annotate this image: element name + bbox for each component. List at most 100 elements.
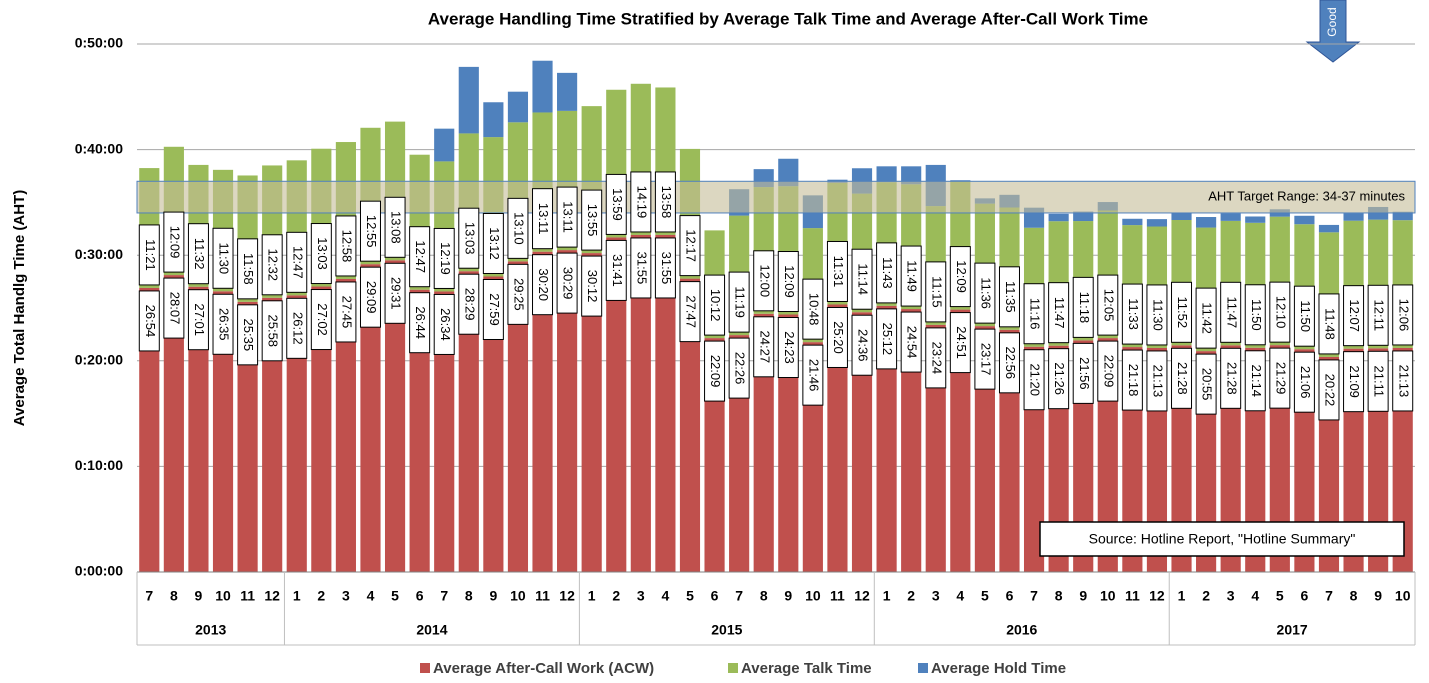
x-tick-label: 7 (440, 588, 448, 604)
label-box (654, 237, 676, 299)
data-label: 12:09 (167, 226, 182, 259)
data-label: 12:58 (339, 230, 354, 263)
label-box (851, 248, 873, 310)
label-box (704, 274, 726, 336)
bar-segment (1220, 213, 1241, 221)
x-tick-label: 5 (391, 588, 399, 604)
label-box (630, 171, 652, 233)
x-tick-label: 4 (956, 588, 964, 604)
bar-segment (606, 237, 627, 572)
data-label: 11:36 (978, 277, 993, 309)
data-label: 11:49 (905, 260, 920, 292)
bar-segment (630, 234, 651, 572)
bar-segment (1343, 213, 1364, 221)
data-label: 25:20 (831, 321, 846, 354)
bar-segment (188, 286, 209, 572)
x-tick-label: 9 (195, 588, 203, 604)
x-tick-label: 5 (686, 588, 694, 604)
x-tick-label: 8 (760, 588, 768, 604)
bar-segment (409, 289, 430, 572)
bar-segment (1073, 211, 1094, 222)
legend-label: Average After-Call Work (ACW) (433, 660, 654, 677)
data-label: 21:26 (1052, 362, 1067, 395)
label-box (900, 245, 922, 307)
label-box (728, 337, 750, 399)
data-label: 11:58 (241, 253, 256, 285)
y-tick-label: 0:40:00 (75, 140, 123, 156)
x-tick-label: 3 (637, 588, 645, 604)
label-box (1343, 285, 1365, 347)
label-box (532, 254, 554, 316)
data-label: 11:32 (192, 238, 207, 270)
bar-segment (901, 166, 922, 185)
label-box (433, 227, 455, 289)
label-box (1048, 282, 1070, 344)
x-tick-label: 8 (170, 588, 178, 604)
year-label: 2015 (711, 622, 742, 638)
label-box (433, 293, 455, 355)
bar-segment (286, 295, 307, 572)
data-label: 11:42 (1200, 302, 1215, 334)
bar-segment (532, 251, 553, 572)
x-tick-label: 9 (489, 588, 497, 604)
label-box (753, 250, 775, 312)
label-box (605, 173, 627, 235)
label-box (974, 328, 996, 390)
label-box (1195, 287, 1217, 349)
data-label: 11:30 (1151, 299, 1166, 331)
label-box (409, 226, 431, 288)
label-box (212, 293, 234, 355)
bar-segment (778, 158, 799, 187)
bar-segment (212, 291, 234, 572)
label-box (261, 300, 283, 362)
data-label: 21:09 (1347, 365, 1362, 398)
data-label: 11:48 (1323, 308, 1338, 340)
x-tick-label: 9 (1374, 588, 1382, 604)
data-label: 12:09 (954, 260, 969, 293)
x-tick-label: 7 (145, 588, 153, 604)
legend-label: Average Talk Time (741, 660, 872, 677)
data-label: 21:11 (1372, 366, 1387, 398)
label-box (949, 312, 971, 374)
label-box (925, 327, 947, 389)
bar-segment (1392, 211, 1413, 221)
arrow-shape (1305, 0, 1361, 63)
data-label: 30:12 (585, 270, 600, 303)
label-box (1367, 284, 1389, 346)
label-box (1023, 283, 1045, 345)
label-box (138, 290, 160, 352)
bar-segment (507, 261, 529, 572)
bar-segment (557, 72, 578, 111)
label-box (1269, 281, 1291, 343)
label-box (679, 215, 701, 277)
data-label: 29:09 (364, 281, 379, 314)
bar-segment (778, 314, 799, 572)
data-label: 11:47 (1224, 297, 1239, 329)
bar-segment (876, 305, 897, 572)
x-tick-label: 11 (535, 588, 550, 604)
label-box (458, 207, 480, 269)
data-label: 12:47 (290, 246, 305, 279)
data-label: 30:20 (536, 268, 551, 301)
x-tick-label: 6 (711, 588, 719, 604)
data-label: 13:12 (487, 227, 502, 260)
data-label: 22:09 (1101, 355, 1116, 388)
bar-segment (950, 309, 971, 572)
label-box (581, 189, 603, 251)
data-label: 12:32 (266, 249, 281, 282)
target-band-label: AHT Target Range: 34-37 minutes (1208, 189, 1405, 204)
data-label: 21:20 (1028, 363, 1043, 396)
data-label: 12:09 (782, 265, 797, 298)
bar-segment (139, 287, 160, 572)
x-tick-label: 6 (1301, 588, 1309, 604)
bar-segment (1048, 213, 1069, 222)
label-box (384, 262, 406, 324)
bar-segment (1196, 217, 1217, 228)
data-label: 21:14 (1249, 365, 1264, 398)
data-label: 29:25 (512, 278, 527, 311)
x-tick-label: 7 (735, 588, 743, 604)
x-tick-label: 4 (1251, 588, 1259, 604)
label-box (1097, 340, 1119, 402)
label-box (1097, 274, 1119, 336)
x-tick-label: 6 (416, 588, 424, 604)
